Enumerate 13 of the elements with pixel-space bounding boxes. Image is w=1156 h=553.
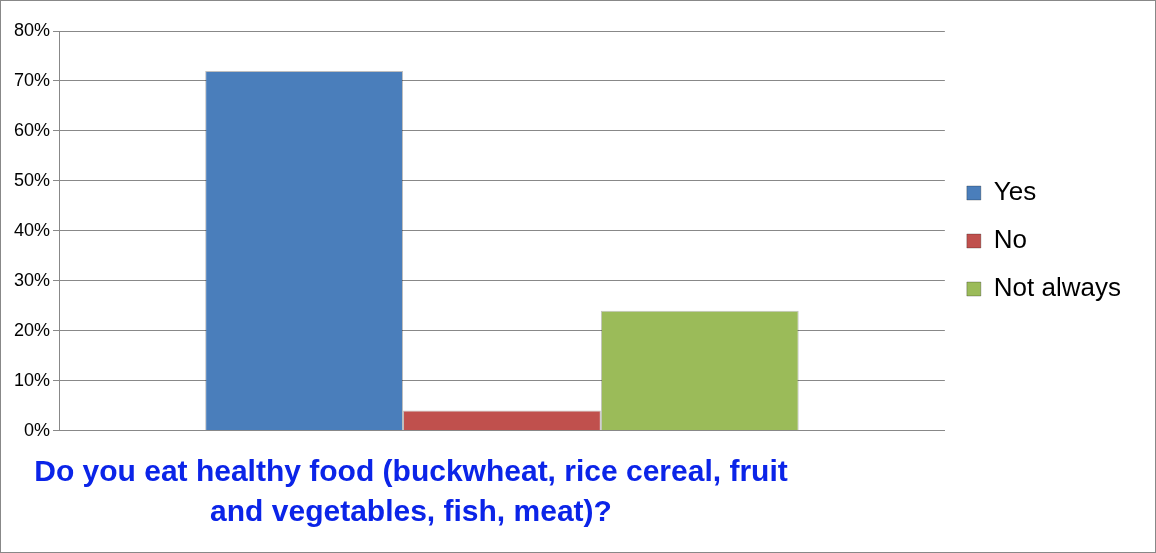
y-tick-label: 20% xyxy=(14,319,51,340)
y-tick-label: 10% xyxy=(14,369,51,390)
text: Do you eat healthy food (buckwheat, rice cereal, fruit and vegetables, fish, meat)? xyxy=(33,453,789,529)
y-tick-label: 70% xyxy=(14,69,51,90)
legend-label: Not always xyxy=(993,272,1121,303)
y-tick-label: 80% xyxy=(14,19,51,40)
y-tick-label: 30% xyxy=(14,269,51,290)
y-tick-label: 0% xyxy=(24,419,51,440)
y-tick-label: 50% xyxy=(14,169,51,190)
legend-label: No xyxy=(993,224,1028,255)
y-tick-label: 40% xyxy=(14,219,51,240)
legend-label: Yes xyxy=(993,176,1037,207)
y-tick-label: 60% xyxy=(14,119,51,140)
